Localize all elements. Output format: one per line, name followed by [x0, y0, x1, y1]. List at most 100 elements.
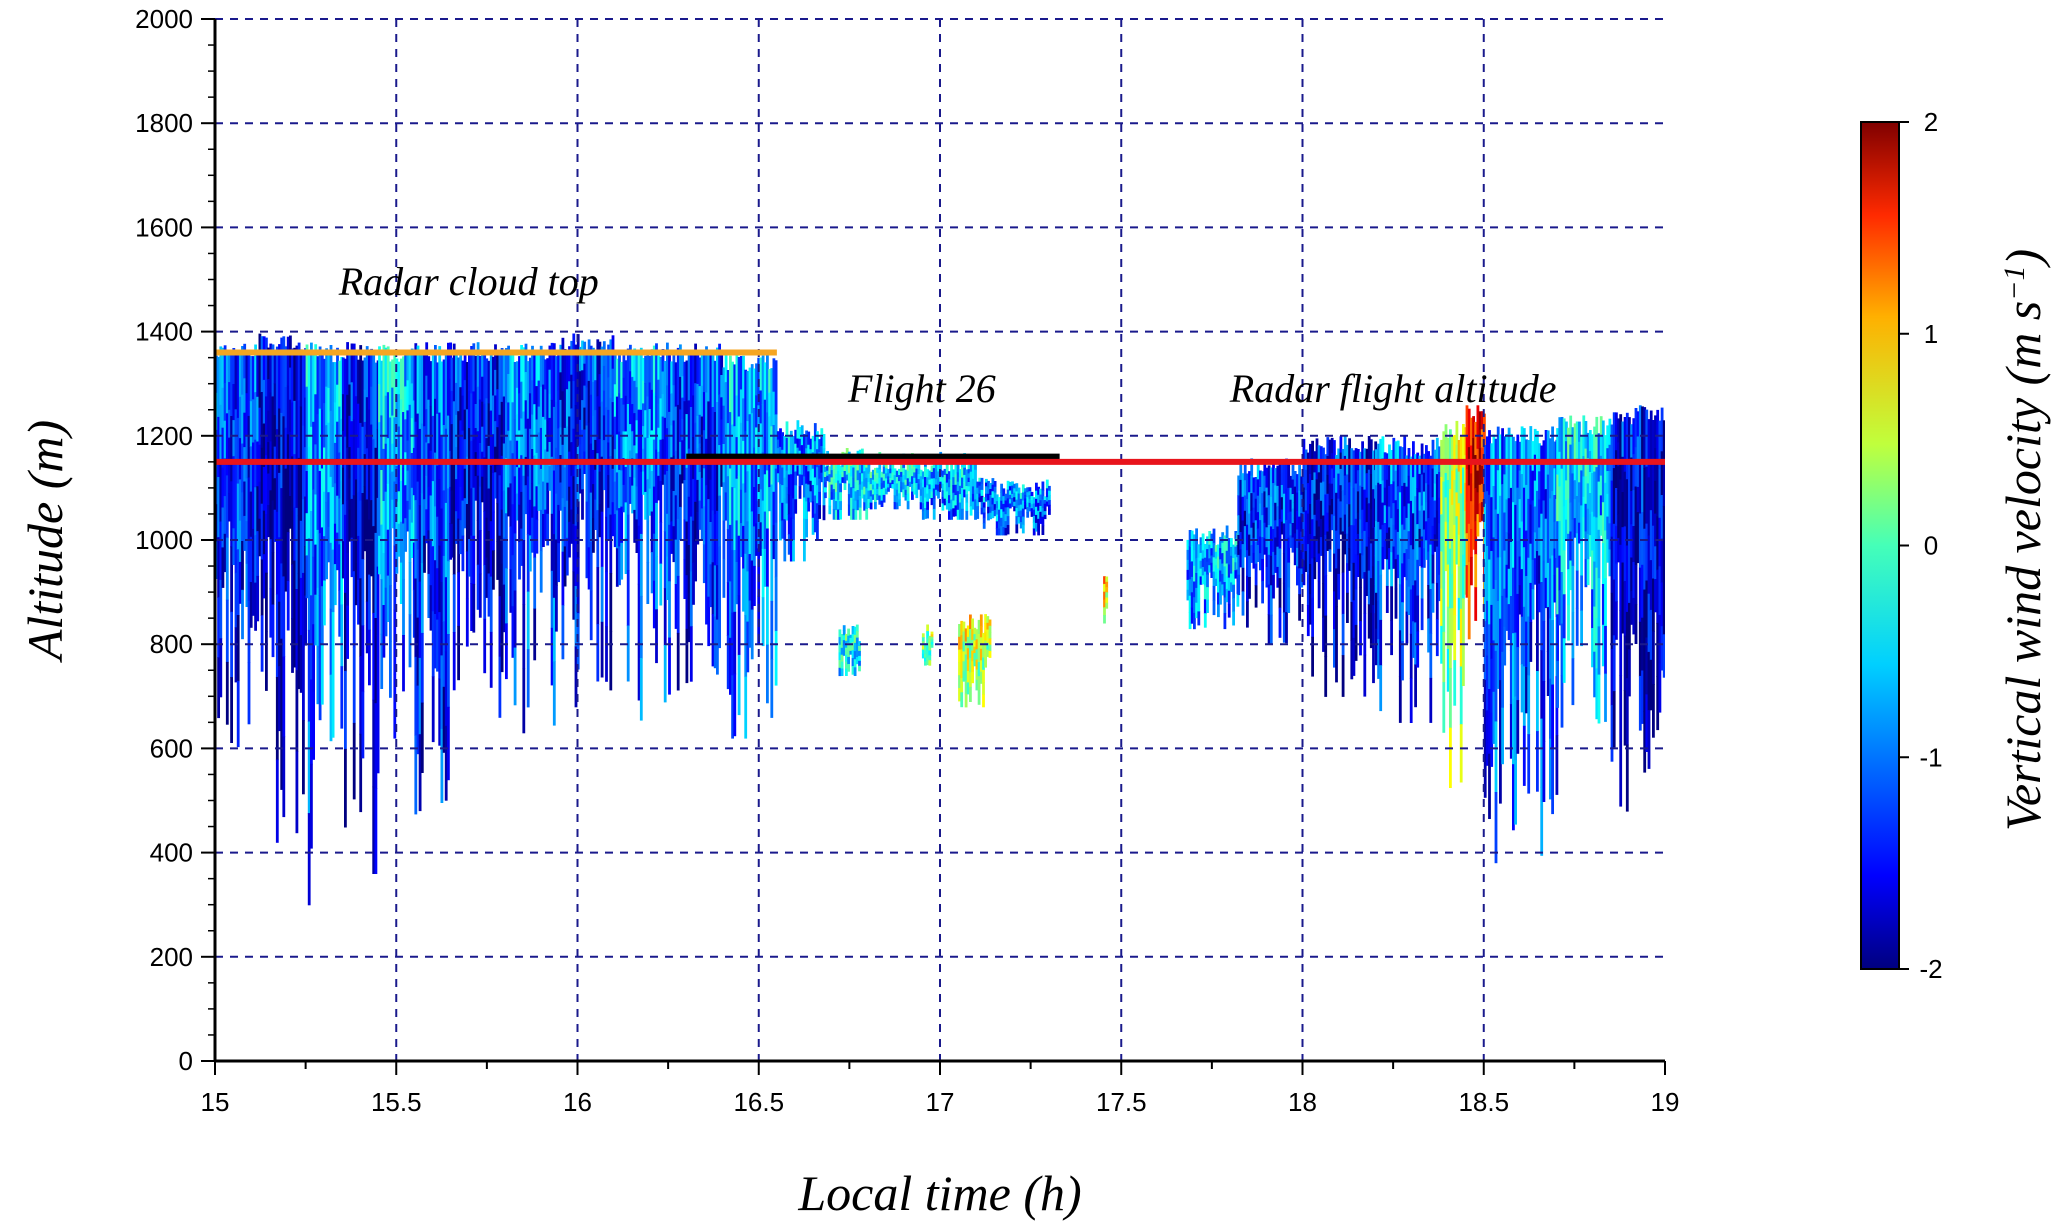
- heat-cell: [442, 425, 446, 491]
- heat-cell: [1591, 550, 1594, 590]
- heat-cell: [1006, 498, 1010, 508]
- heat-cell: [1601, 543, 1605, 585]
- heat-cell: [1252, 537, 1256, 554]
- heat-cell: [1425, 483, 1428, 503]
- heat-cell: [450, 390, 454, 425]
- heat-cell: [1455, 468, 1459, 493]
- heat-cell: [221, 387, 225, 429]
- heat-cell: [1203, 543, 1207, 559]
- heat-cell: [858, 655, 861, 662]
- heat-cell: [1186, 549, 1190, 561]
- heat-cell: [320, 645, 324, 705]
- heat-cell: [1407, 503, 1411, 532]
- heat-cell: [232, 492, 236, 529]
- heat-cell: [1000, 500, 1003, 510]
- heat-cell: [1440, 588, 1443, 627]
- heat-cell: [809, 480, 813, 492]
- heat-cell: [1030, 496, 1034, 501]
- heat-cell: [1433, 517, 1437, 535]
- heat-cell: [700, 416, 704, 448]
- heat-cell: [987, 506, 990, 514]
- heat-cell: [1553, 468, 1557, 496]
- heat-cell: [1455, 540, 1459, 565]
- heat-cell: [1641, 512, 1644, 566]
- heat-cell: [1028, 487, 1032, 492]
- colorbar-gradient: [1860, 121, 1900, 970]
- heat-cell: [434, 345, 437, 400]
- heat-cell: [832, 499, 836, 510]
- heat-cell: [781, 520, 784, 539]
- heat-cell: [278, 408, 281, 474]
- heat-cell: [509, 354, 513, 399]
- heat-cell: [655, 449, 658, 504]
- heat-cell: [1225, 576, 1229, 590]
- heat-cell: [286, 385, 290, 436]
- heat-cell: [219, 346, 223, 406]
- heat-cell: [1319, 518, 1323, 538]
- heat-cell: [1383, 505, 1387, 524]
- heat-cell: [1569, 415, 1573, 446]
- heat-cell: [382, 448, 386, 502]
- heat-cell: [267, 379, 270, 412]
- heat-cell: [267, 410, 270, 443]
- heat-cell: [813, 477, 817, 497]
- heat-cell: [733, 611, 737, 675]
- heat-cell: [928, 475, 932, 481]
- heat-cell: [1416, 595, 1420, 632]
- heat-cell: [991, 497, 995, 505]
- heat-cell: [702, 468, 706, 507]
- heat-cell: [370, 500, 373, 539]
- heat-cell: [1427, 484, 1430, 519]
- heat-cell: [1652, 684, 1655, 738]
- heat-cell: [1248, 513, 1251, 536]
- heat-cell: [1512, 698, 1515, 765]
- heat-cell: [1309, 594, 1312, 625]
- heat-cell: [906, 478, 910, 487]
- heat-cell: [1418, 510, 1422, 530]
- heat-cell: [1418, 473, 1422, 493]
- heat-cell: [681, 376, 684, 399]
- heat-cell: [372, 526, 376, 614]
- heat-cell: [302, 646, 305, 721]
- heat-cell: [774, 522, 778, 578]
- heat-cell: [766, 644, 769, 704]
- heat-cell: [624, 466, 628, 503]
- heat-cell: [1250, 527, 1254, 546]
- heat-cell: [843, 477, 847, 484]
- heat-cell: [1509, 487, 1513, 543]
- heat-cell: [1214, 572, 1218, 580]
- heat-cell: [1248, 492, 1251, 515]
- x-tick-label: 16: [563, 1087, 592, 1117]
- heat-cell: [840, 661, 844, 670]
- heat-cell: [1263, 522, 1267, 539]
- heat-cell: [1313, 557, 1317, 580]
- heat-cell: [1296, 492, 1299, 512]
- heat-cell: [718, 596, 721, 649]
- heat-cell: [851, 658, 855, 667]
- heat-cell: [447, 634, 450, 708]
- heat-cell: [1017, 511, 1021, 518]
- heat-cell: [969, 657, 972, 673]
- heat-cell: [982, 645, 985, 659]
- heat-cell: [605, 626, 608, 682]
- heat-cell: [225, 413, 229, 477]
- heat-cell: [965, 486, 969, 495]
- heat-cell: [402, 467, 405, 525]
- heat-cell: [969, 480, 973, 490]
- heat-cell: [954, 495, 958, 506]
- heat-cell: [393, 609, 397, 675]
- heat-cell: [1556, 428, 1559, 476]
- heat-cell: [657, 355, 661, 381]
- heat-cell: [1243, 480, 1247, 497]
- heat-cell: [1227, 590, 1231, 605]
- heat-cell: [1269, 614, 1273, 645]
- heat-cell: [908, 468, 912, 474]
- heat-cell: [1465, 405, 1469, 438]
- heat-cell: [389, 473, 392, 530]
- heat-cell: [1584, 503, 1588, 532]
- heat-cell: [402, 635, 405, 692]
- heat-cell: [965, 510, 969, 520]
- heat-cell: [1427, 618, 1430, 653]
- heat-cell: [1525, 530, 1528, 577]
- heat-cell: [1280, 509, 1284, 523]
